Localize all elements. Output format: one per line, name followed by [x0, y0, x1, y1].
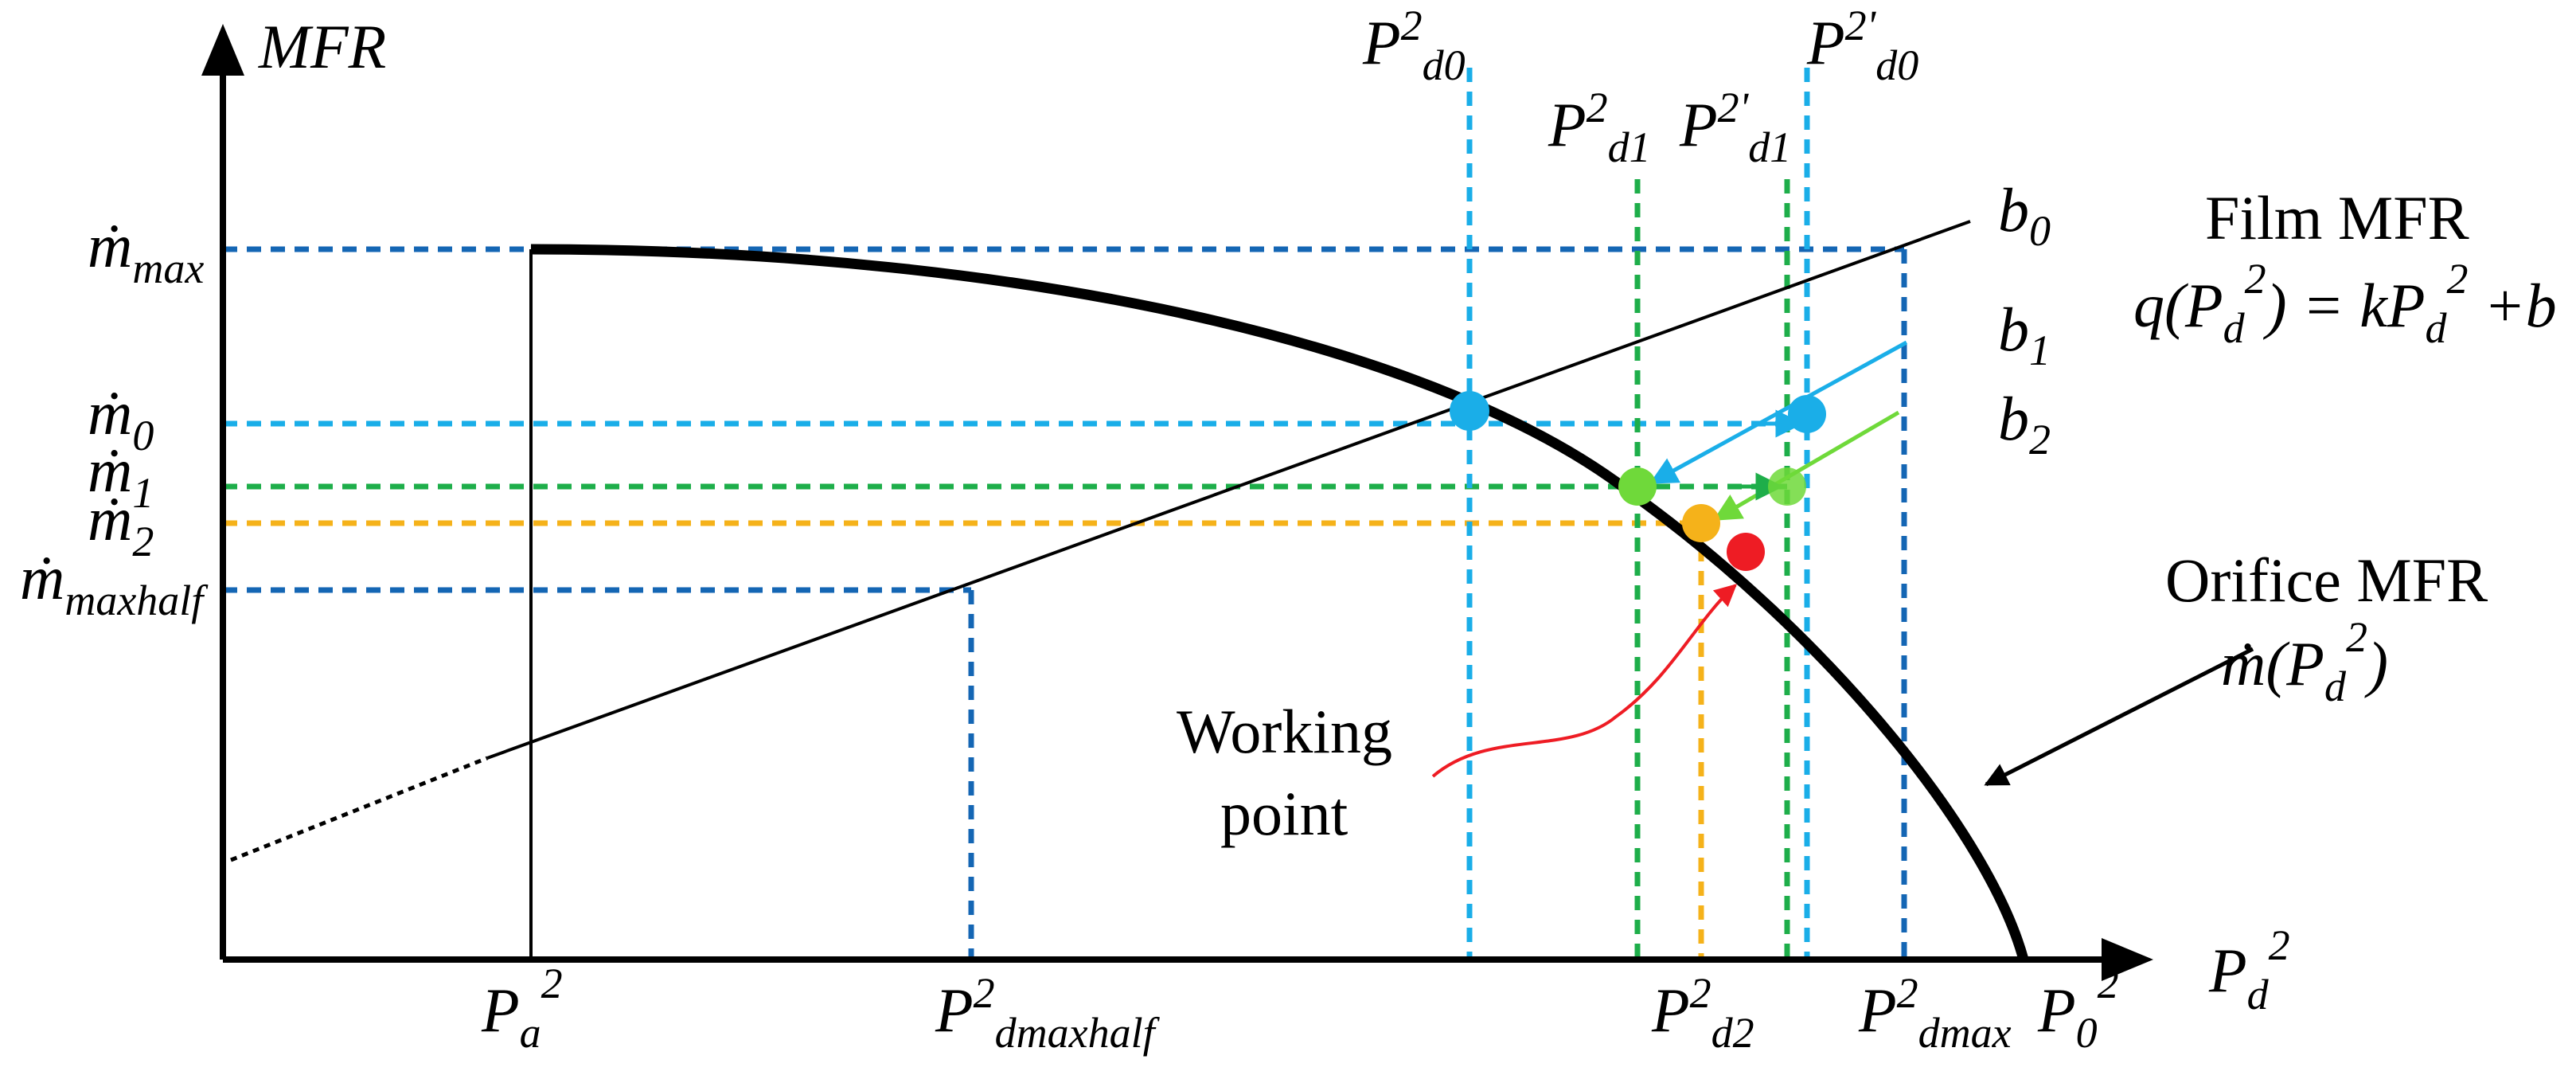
axes	[201, 24, 2153, 981]
label-m2: ṁ2	[88, 484, 154, 565]
point-p0p	[1788, 395, 1826, 433]
label-pd1: P2d1	[1548, 84, 1651, 171]
y-axis-title: MFR	[258, 12, 386, 81]
film-line-b0	[486, 220, 1971, 760]
b1-arrow	[1649, 340, 1908, 485]
label-pd-max: P2dmax	[1858, 969, 2012, 1057]
label-pd-maxhalf: P2dmaxhalf	[935, 969, 1161, 1057]
point-working	[1727, 533, 1765, 571]
point-b1	[1618, 467, 1657, 506]
points	[1450, 391, 1826, 571]
label-pd0p: P2'd0	[1806, 2, 1918, 89]
label-pa2: Pa2	[481, 960, 563, 1057]
label-pd0: P2d0	[1362, 2, 1466, 89]
film-line-dotted	[230, 756, 488, 862]
b2-arrow	[1712, 410, 1900, 522]
label-m1: ṁ1	[88, 436, 154, 517]
orifice-mfr-equation: ṁ(Pd2)	[2221, 613, 2388, 710]
y-axis-arrow	[201, 24, 244, 76]
x-axis-arrow	[2102, 938, 2153, 981]
label-pd1p: P2'd1	[1679, 84, 1791, 171]
orifice-mfr-title: Orifice MFR	[2165, 545, 2488, 615]
label-m-max: ṁmax	[88, 211, 204, 292]
x-axis-title: Pd2	[2208, 921, 2290, 1018]
point-p1p	[1768, 467, 1806, 506]
label-m-maxhalf: ṁmaxhalf	[20, 543, 209, 624]
point-intersection-b0	[1450, 391, 1489, 431]
point-b2	[1682, 504, 1720, 542]
label-p0: P02	[2037, 960, 2119, 1057]
film-mfr-equation: q(Pd2) = kPd2 +b	[2133, 255, 2557, 352]
label-m0: ṁ0	[88, 378, 154, 459]
label-pd2: P2d2	[1651, 969, 1754, 1057]
working-point-label-line2: point	[1220, 779, 1348, 848]
label-b2: b2	[1998, 384, 2051, 463]
working-point-arrow	[1431, 584, 1738, 778]
vertical-guides	[968, 68, 1907, 960]
label-b0: b0	[1998, 175, 2051, 255]
orifice-label-arrow	[1984, 647, 2254, 787]
label-b1: b1	[1998, 295, 2051, 374]
film-mfr-title: Film MFR	[2205, 183, 2469, 252]
working-point-label-line1: Working	[1177, 697, 1392, 766]
orifice-curve	[530, 244, 2029, 961]
horizontal-guides	[223, 246, 1904, 593]
